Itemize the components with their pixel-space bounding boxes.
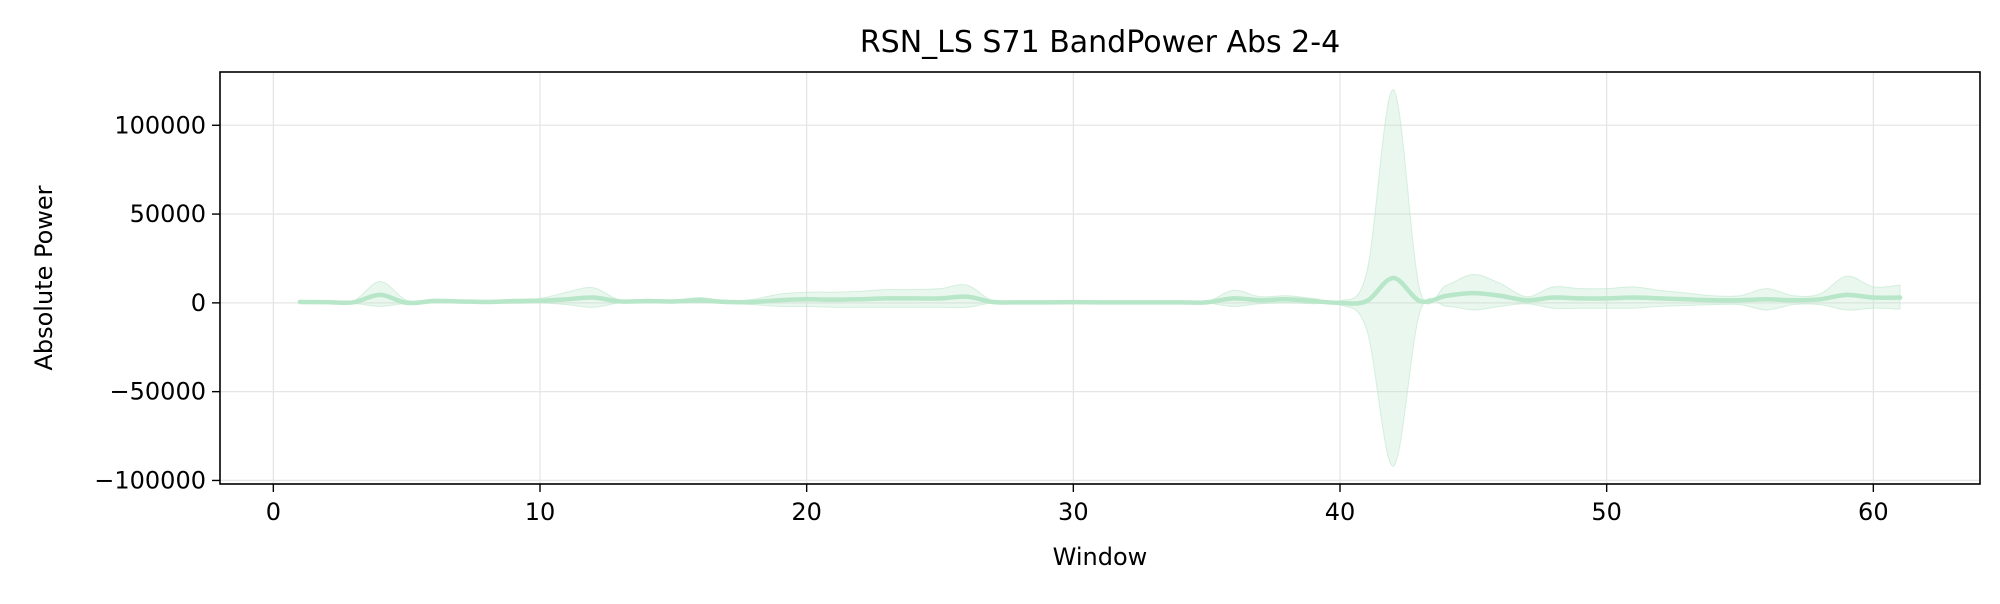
plot-frame bbox=[219, 71, 1981, 485]
data-point bbox=[857, 297, 863, 302]
data-point bbox=[484, 299, 489, 305]
y-tick-label: −50000 bbox=[110, 378, 206, 406]
data-point bbox=[1764, 297, 1769, 302]
data-point bbox=[1311, 298, 1316, 304]
data-point bbox=[671, 299, 676, 304]
data-point bbox=[644, 298, 649, 304]
data-point bbox=[937, 296, 943, 301]
confidence-band bbox=[299, 89, 1901, 467]
data-point bbox=[1897, 295, 1903, 300]
data-point bbox=[1817, 297, 1823, 302]
data-point bbox=[804, 297, 809, 302]
data-point bbox=[431, 298, 436, 304]
data-point bbox=[1577, 296, 1583, 301]
data-point bbox=[1017, 300, 1023, 305]
data-point bbox=[1364, 298, 1369, 304]
data-point bbox=[404, 300, 409, 306]
data-point bbox=[1097, 300, 1103, 305]
data-point bbox=[457, 299, 463, 304]
data-point bbox=[1231, 296, 1236, 301]
y-tick-label: 0 bbox=[191, 289, 206, 317]
data-point bbox=[511, 298, 516, 304]
data-point bbox=[964, 294, 969, 299]
data-point bbox=[1444, 293, 1449, 298]
grid-layer bbox=[220, 72, 1980, 484]
y-tick-label: −100000 bbox=[94, 466, 206, 494]
data-point bbox=[1204, 300, 1209, 305]
data-point bbox=[911, 296, 916, 301]
data-point bbox=[1471, 290, 1476, 296]
data-point bbox=[1124, 300, 1129, 305]
data-point bbox=[324, 299, 329, 305]
data-point bbox=[1177, 300, 1183, 305]
data-point bbox=[564, 297, 569, 302]
data-layer bbox=[297, 89, 1903, 467]
data-point bbox=[1497, 293, 1503, 298]
data-point bbox=[297, 299, 303, 305]
data-point bbox=[1604, 296, 1609, 301]
data-point bbox=[1524, 297, 1529, 303]
data-point bbox=[1151, 300, 1156, 305]
data-point bbox=[1711, 297, 1716, 303]
x-tick-label: 50 bbox=[1591, 498, 1622, 526]
x-tick-label: 10 bbox=[525, 498, 556, 526]
data-point bbox=[537, 298, 543, 303]
y-tick-label: 50000 bbox=[130, 200, 206, 228]
y-tick-label: 100000 bbox=[114, 111, 206, 139]
data-point bbox=[1791, 297, 1796, 303]
axes-layer: 0 10 20 30 40 50 60 −100000 −50000 0 50000 100000 bbox=[94, 111, 1888, 526]
data-point bbox=[1071, 299, 1076, 305]
data-point bbox=[751, 299, 756, 305]
data-point bbox=[697, 297, 703, 303]
data-point bbox=[1657, 296, 1663, 301]
x-tick-label: 30 bbox=[1058, 498, 1089, 526]
data-point bbox=[1684, 297, 1689, 302]
data-point bbox=[724, 299, 729, 305]
chart-title: RSN_LS S71 BandPower Abs 2-4 bbox=[860, 25, 1340, 60]
data-point bbox=[1044, 300, 1049, 305]
x-tick-label: 0 bbox=[266, 498, 281, 526]
data-point bbox=[777, 297, 783, 303]
data-point bbox=[617, 299, 623, 304]
data-point bbox=[1257, 297, 1263, 303]
data-point bbox=[1391, 275, 1396, 281]
data-point bbox=[377, 292, 383, 298]
data-point bbox=[1417, 298, 1423, 304]
data-point bbox=[991, 299, 996, 305]
x-tick-label: 60 bbox=[1858, 498, 1889, 526]
data-point bbox=[1631, 295, 1636, 300]
y-axis-label: Absolute Power bbox=[30, 185, 58, 370]
data-point bbox=[351, 300, 356, 305]
data-point bbox=[1284, 297, 1289, 302]
data-point bbox=[1871, 295, 1876, 300]
data-point bbox=[831, 297, 836, 302]
x-axis-label: Window bbox=[1053, 543, 1148, 571]
data-point bbox=[884, 296, 889, 301]
x-tick-label: 40 bbox=[1325, 498, 1356, 526]
data-point bbox=[1551, 295, 1556, 300]
data-point bbox=[591, 295, 596, 300]
data-point bbox=[1844, 292, 1849, 298]
data-point bbox=[1737, 297, 1743, 303]
data-point bbox=[1337, 300, 1343, 306]
x-tick-label: 20 bbox=[791, 498, 822, 526]
